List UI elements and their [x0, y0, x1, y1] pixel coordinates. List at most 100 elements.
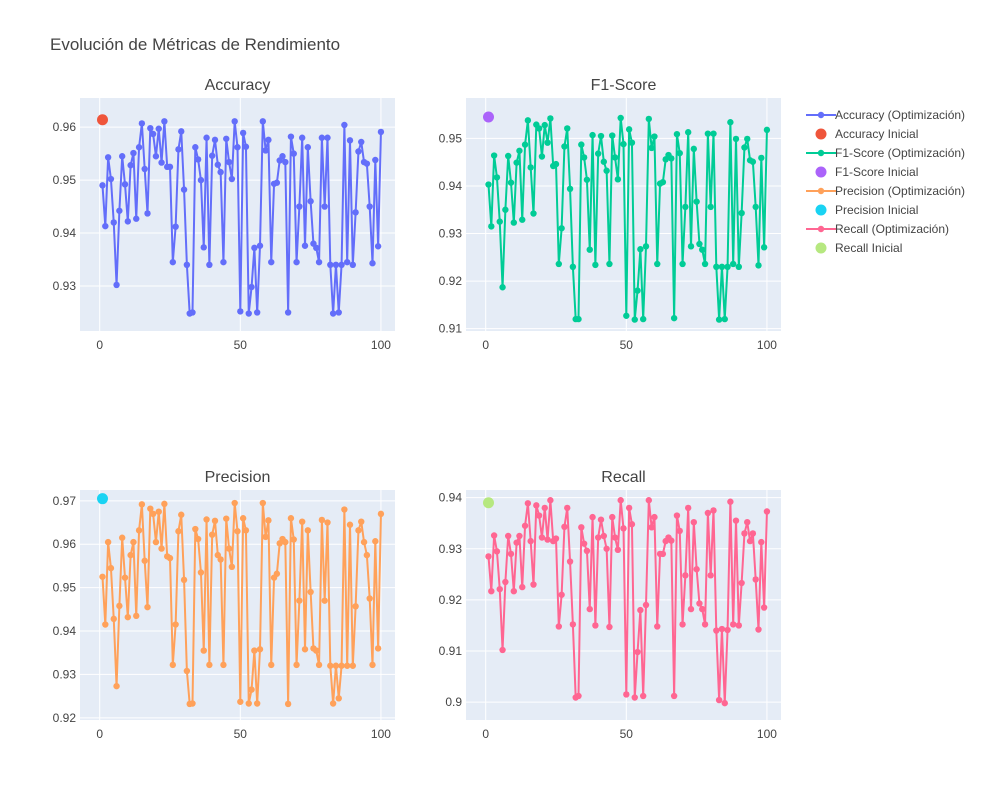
legend-item[interactable]: Recall (Optimización): [806, 222, 949, 236]
data-point: [135, 144, 143, 151]
data-point: [343, 258, 351, 266]
data-point: [296, 597, 303, 604]
data-point: [284, 700, 292, 708]
data-point: [623, 691, 630, 698]
data-point: [239, 129, 247, 137]
data-point: [670, 692, 678, 700]
data-point: [642, 243, 650, 250]
data-point: [175, 146, 182, 153]
y-tick-label: 0.93: [439, 542, 463, 556]
data-point: [617, 497, 624, 504]
data-point: [701, 260, 709, 268]
series-accuracy-inicial: [97, 114, 108, 126]
data-point: [287, 515, 295, 522]
legend-marker-swatch: [815, 204, 827, 216]
data-point: [262, 147, 269, 154]
x-tick-label: 100: [757, 727, 777, 741]
data-point: [527, 164, 534, 171]
data-point: [682, 203, 689, 211]
legend-item[interactable]: F1-Score Inicial: [815, 165, 919, 179]
data-point: [580, 154, 588, 161]
data-point: [217, 168, 224, 176]
data-point: [169, 661, 177, 669]
data-point: [248, 283, 255, 291]
data-point: [609, 132, 616, 139]
data-point: [485, 553, 492, 560]
data-point: [349, 261, 357, 269]
data-point: [741, 144, 748, 151]
legend-item[interactable]: Recall Inicial: [815, 241, 903, 255]
data-point: [228, 563, 236, 571]
x-tick-label: 100: [757, 338, 777, 352]
data-point: [749, 158, 757, 165]
data-point: [259, 118, 267, 125]
data-point: [566, 185, 574, 193]
data-point: [253, 309, 261, 316]
data-point: [659, 178, 667, 186]
data-point: [127, 162, 134, 169]
data-point: [180, 576, 188, 584]
data-point: [161, 500, 168, 508]
data-point: [580, 540, 588, 547]
data-point: [600, 532, 608, 540]
data-point: [684, 504, 692, 512]
data-point: [377, 128, 385, 136]
data-point: [298, 518, 306, 525]
data-point: [332, 261, 340, 269]
legend-item[interactable]: Precision (Optimización): [806, 184, 965, 198]
data-point: [324, 519, 331, 526]
legend-item[interactable]: F1-Score (Optimización): [806, 146, 965, 160]
data-point: [679, 621, 686, 628]
x-tick-label: 100: [371, 338, 391, 352]
data-point: [721, 699, 728, 707]
legend-item[interactable]: Accuracy Inicial: [815, 127, 919, 141]
data-point: [113, 281, 120, 289]
series-f1-score-inicial: [483, 111, 494, 123]
data-point: [341, 121, 348, 129]
data-point: [293, 661, 300, 669]
data-point: [352, 209, 359, 216]
data-point: [223, 515, 230, 522]
data-point: [684, 129, 692, 136]
data-point: [724, 626, 731, 634]
data-point: [544, 536, 551, 543]
data-point: [234, 144, 241, 151]
data-point: [538, 534, 546, 541]
data-point: [152, 538, 160, 546]
data-point: [369, 260, 376, 267]
legend-item[interactable]: Accuracy (Optimización): [806, 108, 965, 122]
data-point: [366, 595, 373, 602]
legend-label: Precision (Optimización): [835, 184, 965, 198]
data-point: [307, 588, 314, 596]
data-point: [654, 260, 661, 268]
subplot-title: Recall: [601, 469, 645, 486]
legend-marker-swatch: [817, 149, 825, 157]
data-point: [259, 499, 267, 507]
data-point: [746, 537, 754, 545]
data-point: [248, 686, 255, 693]
data-point: [707, 203, 714, 211]
x-tick-label: 100: [371, 727, 391, 741]
data-point: [225, 158, 233, 166]
data-point: [752, 576, 759, 583]
data-point: [363, 551, 371, 559]
data-point: [118, 153, 126, 160]
data-point: [130, 149, 137, 157]
data-point: [611, 534, 619, 541]
data-point: [699, 605, 706, 613]
data-point: [639, 315, 647, 323]
data-point: [558, 591, 565, 598]
legend-item[interactable]: Precision Inicial: [815, 203, 919, 217]
y-tick-label: 0.94: [53, 226, 77, 240]
data-point: [729, 621, 737, 628]
data-point: [192, 144, 199, 151]
data-point: [504, 532, 512, 540]
y-tick-label: 0.96: [53, 120, 77, 134]
data-point: [318, 516, 326, 524]
data-point: [268, 258, 275, 266]
data-point: [304, 527, 312, 534]
initial-marker: [483, 111, 494, 123]
data-point: [541, 121, 548, 129]
data-point: [547, 115, 554, 122]
data-point: [564, 125, 571, 132]
